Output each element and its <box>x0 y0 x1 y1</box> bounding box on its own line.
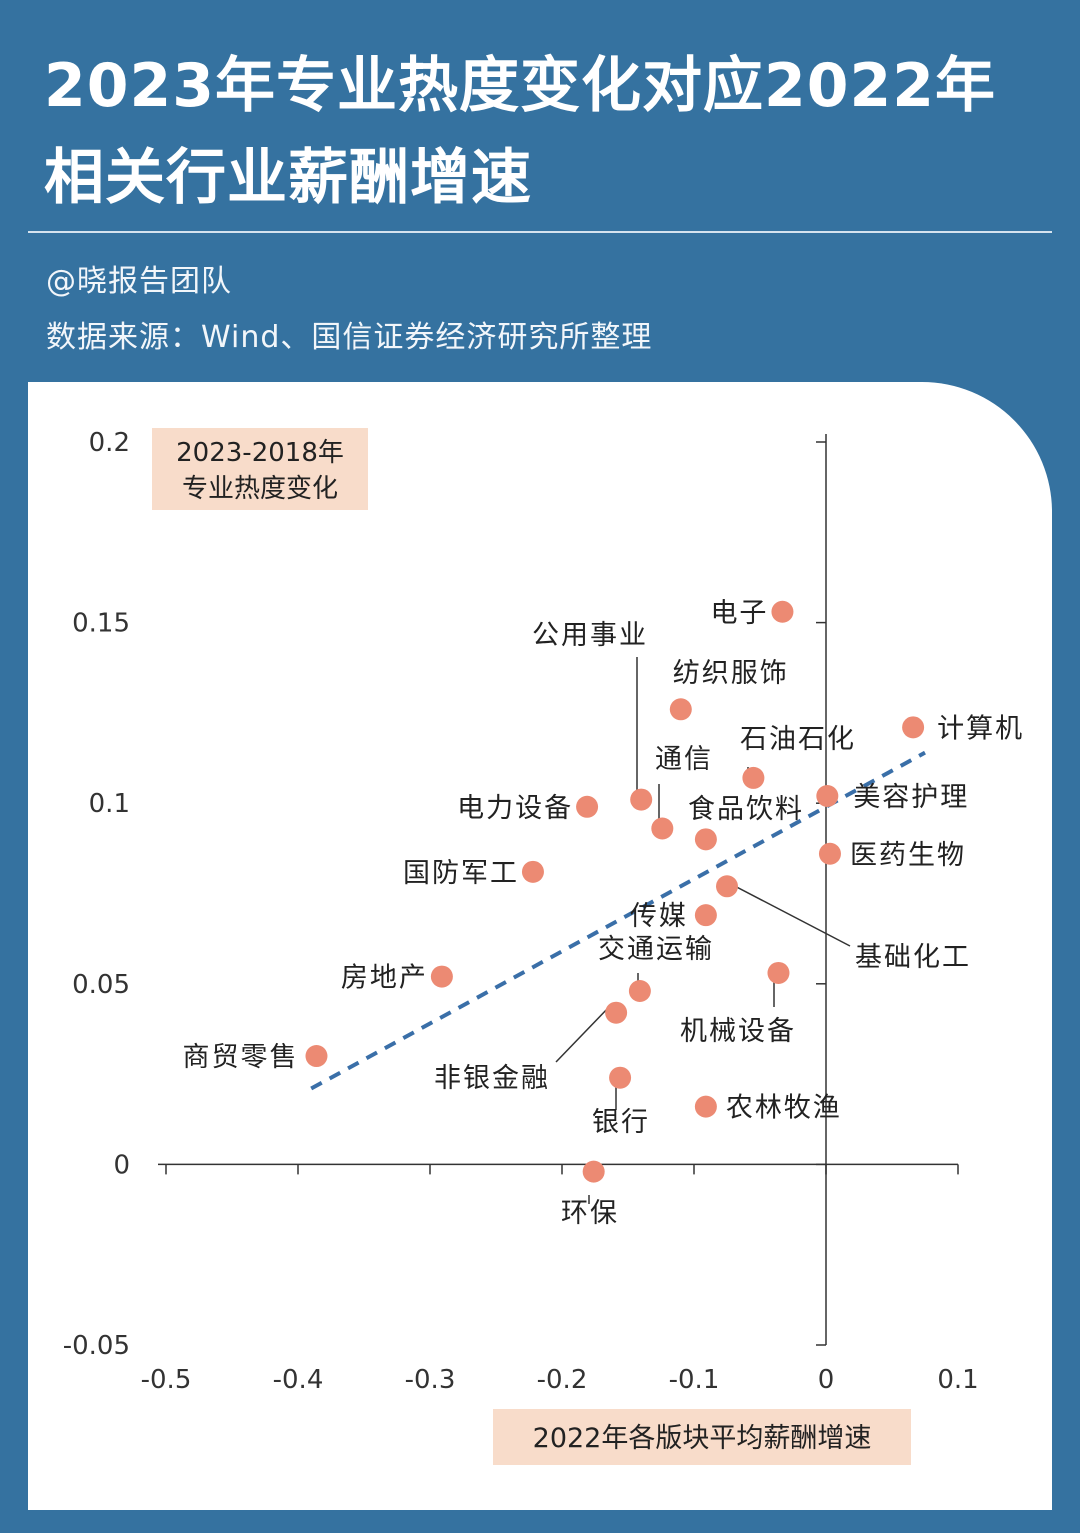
data-label: 银行 <box>592 1107 650 1138</box>
x-tick-label: -0.5 <box>141 1365 192 1395</box>
data-point <box>305 1045 328 1068</box>
data-label: 美容护理 <box>853 782 969 813</box>
chart-card: -0.5 -0.4 -0.3 -0.2 -0.1 0 0.1 0.2 0.15 0.1 0.05 0 -… <box>28 382 1052 1510</box>
data-point <box>818 842 841 865</box>
data-label: 商贸零售 <box>182 1042 298 1073</box>
data-label: 计算机 <box>937 713 1024 744</box>
data-label: 传媒 <box>630 901 688 932</box>
data-point <box>651 817 674 840</box>
data-label: 公用事业 <box>532 620 648 651</box>
x-axis-title: 2022年各版块平均薪酬增速 <box>533 1423 872 1454</box>
data-point <box>716 875 738 898</box>
data-point <box>694 1095 717 1118</box>
data-label: 电力设备 <box>457 793 573 824</box>
data-point <box>742 766 765 789</box>
data-label: 纺织服饰 <box>673 658 789 689</box>
leader-line <box>726 881 851 947</box>
leader-line <box>555 1005 611 1063</box>
y-axis-title-line: 专业热度变化 <box>182 474 338 504</box>
data-label: 非银金融 <box>434 1063 550 1094</box>
y-tick-label: -0.05 <box>63 1331 130 1361</box>
chart-title: 2023年专业热度变化对应2022年相关行业薪酬增速 <box>44 51 996 213</box>
data-point <box>816 784 839 807</box>
data-label: 机械设备 <box>680 1016 796 1047</box>
data-label: 基础化工 <box>855 942 971 973</box>
data-label: 环保 <box>561 1198 619 1229</box>
data-label: 交通运输 <box>598 934 714 965</box>
y-tick-label: 0 <box>113 1150 130 1180</box>
data-label: 农林牧渔 <box>726 1093 842 1124</box>
data-point <box>767 961 790 984</box>
x-tick-label: 0 <box>818 1365 835 1395</box>
x-tick-label: -0.2 <box>537 1365 588 1395</box>
data-label: 食品饮料 <box>688 794 804 825</box>
trend-line <box>310 750 926 1091</box>
data-point <box>694 828 717 851</box>
y-axis-title-box <box>152 428 368 510</box>
data-label: 电子 <box>710 598 768 629</box>
y-tick-label: 0.2 <box>89 428 130 458</box>
title-divider <box>28 231 1052 233</box>
data-point <box>582 1160 605 1183</box>
data-point <box>521 860 544 883</box>
y-tick-label: 0.15 <box>72 609 130 639</box>
data-source: 数据来源：Wind、国信证券经济研究所整理 <box>46 320 653 355</box>
scatter-chart: -0.5 -0.4 -0.3 -0.2 -0.1 0 0.1 0.2 0.15 0.1 0.05 0 -… <box>63 428 1024 1465</box>
data-point <box>430 965 453 988</box>
data-label: 房地产 <box>341 963 428 994</box>
y-axis-title-line: 2023-2018年 <box>176 438 344 468</box>
data-point <box>628 980 651 1003</box>
x-tick-label: -0.1 <box>669 1365 720 1395</box>
data-point <box>771 600 794 623</box>
author-credit: @晓报告团队 <box>46 264 232 299</box>
x-tick-label: 0.1 <box>937 1365 978 1395</box>
data-point <box>605 1001 628 1024</box>
data-label: 石油石化 <box>740 724 856 755</box>
x-axis-title-box <box>493 1409 911 1465</box>
x-tick-label: -0.4 <box>273 1365 324 1395</box>
data-label: 通信 <box>655 744 713 775</box>
data-point <box>576 795 599 818</box>
x-tick-label: -0.3 <box>405 1365 456 1395</box>
data-label: 国防军工 <box>403 858 519 889</box>
data-point <box>902 716 925 739</box>
y-tick-label: 0.1 <box>89 789 130 819</box>
data-point <box>694 904 717 927</box>
data-point <box>609 1066 632 1089</box>
data-label: 医药生物 <box>850 840 966 871</box>
data-point <box>669 698 692 721</box>
y-tick-label: 0.05 <box>72 970 130 1000</box>
data-point <box>630 788 653 811</box>
